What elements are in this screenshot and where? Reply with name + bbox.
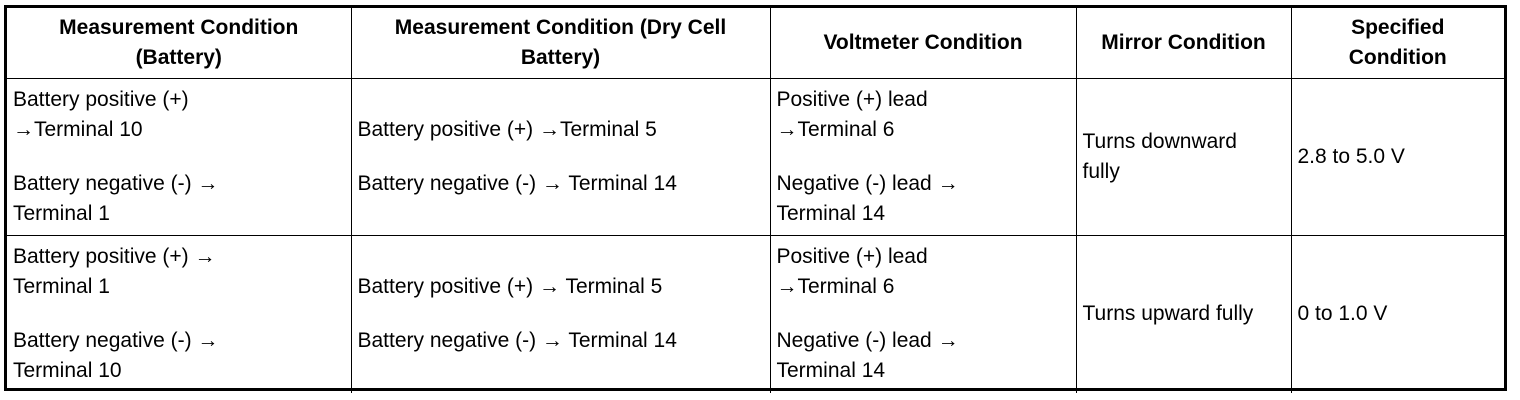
cell-specified-condition: 2.8 to 5.0 V: [1290, 78, 1504, 236]
header-voltmeter-condition: Voltmeter Condition: [769, 8, 1077, 79]
cell-dry-cell-condition: Battery positive (+) → Terminal 5 Batter…: [350, 235, 771, 393]
measurement-table-frame: Measurement Condition (Battery) Measurem…: [4, 5, 1507, 393]
measurement-table: Measurement Condition (Battery) Measurem…: [7, 8, 1504, 393]
table-row: Battery positive (+) → Terminal 1 Batter…: [7, 235, 1504, 393]
battery-positive-text: Battery positive (+) → Terminal 1: [13, 245, 216, 299]
cell-mirror-condition: Turns upward fully: [1075, 235, 1292, 393]
dry-cell-negative-text: Battery negative (-) → Terminal 14: [357, 329, 677, 353]
header-dry-cell-condition: Measurement Condition (Dry Cell Battery): [350, 8, 771, 79]
battery-negative-text: Battery negative (-) → Terminal 1: [13, 172, 219, 225]
voltmeter-negative-text: Negative (-) lead → Terminal 14: [776, 172, 959, 225]
dry-cell-positive-text: Battery positive (+) → Terminal 5: [357, 275, 663, 299]
cell-dry-cell-condition: Battery positive (+) →Terminal 5 Battery…: [350, 78, 771, 236]
header-row: Measurement Condition (Battery) Measurem…: [7, 8, 1504, 79]
cell-voltmeter-condition: Positive (+) lead →Terminal 6 Negative (…: [769, 78, 1077, 236]
voltmeter-negative-text: Negative (-) lead → Terminal 14: [776, 329, 959, 383]
battery-positive-text: Battery positive (+) →Terminal 10: [13, 88, 189, 141]
cell-specified-condition: 0 to 1.0 V: [1290, 235, 1504, 393]
header-mirror-condition: Mirror Condition: [1075, 8, 1292, 79]
header-battery-condition: Measurement Condition (Battery): [7, 8, 352, 79]
cell-voltmeter-condition: Positive (+) lead →Terminal 6 Negative (…: [769, 235, 1077, 393]
header-specified-condition: Specified Condition: [1290, 8, 1504, 79]
voltmeter-positive-text: Positive (+) lead →Terminal 6: [776, 245, 928, 299]
dry-cell-negative-text: Battery negative (-) → Terminal 14: [357, 172, 677, 195]
voltmeter-positive-text: Positive (+) lead →Terminal 6: [776, 88, 928, 141]
cell-mirror-condition: Turns downward fully: [1075, 78, 1292, 236]
cell-battery-condition: Battery positive (+) → Terminal 1 Batter…: [7, 235, 352, 393]
table-row: Battery positive (+) →Terminal 10 Batter…: [7, 78, 1504, 236]
cell-battery-condition: Battery positive (+) →Terminal 10 Batter…: [7, 78, 352, 236]
dry-cell-positive-text: Battery positive (+) →Terminal 5: [357, 118, 657, 141]
battery-negative-text: Battery negative (-) → Terminal 10: [13, 329, 219, 383]
